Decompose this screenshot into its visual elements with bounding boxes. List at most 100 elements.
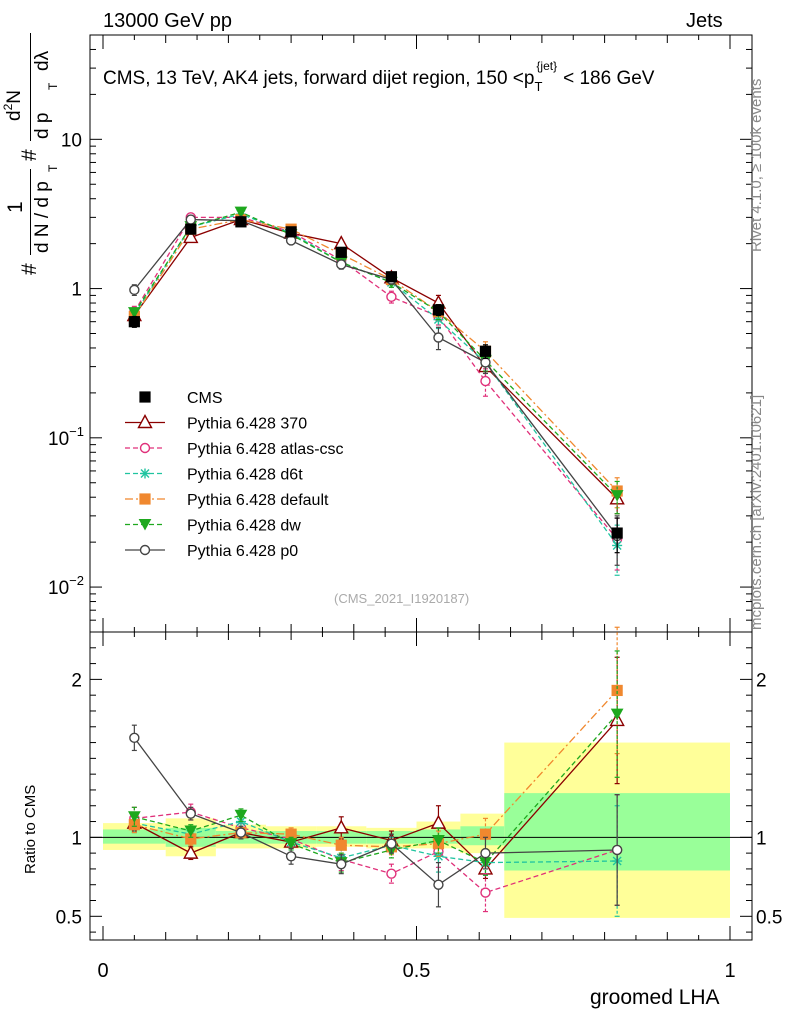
legend-label-d6t: Pythia 6.428 d6t	[187, 467, 303, 484]
ratio-y-tick-label-right: 1	[756, 828, 767, 849]
main-point-dw	[128, 307, 141, 319]
main-point-p0	[433, 332, 444, 343]
legend-entry-atlas: Pythia 6.428 atlas-csc	[125, 441, 344, 458]
plot-title-main: CMS, 13 TeV, AK4 jets, forward dijet reg…	[103, 68, 535, 89]
ylabel-d2n: d2N	[1, 90, 26, 121]
ratio-line-dw	[134, 713, 618, 864]
legend-marker-cms	[139, 391, 151, 403]
legend-label-default: Pythia 6.428 default	[187, 492, 329, 509]
ratio-y-tick-label-left: 2	[71, 670, 82, 691]
ylabel-frac-line	[30, 169, 31, 255]
watermark: (CMS_2021_I1920187)	[334, 591, 470, 606]
legend-label-p0: Pythia 6.428 p0	[187, 543, 298, 560]
main-point-dw	[610, 490, 624, 502]
main-point-cms	[432, 304, 445, 316]
ratio-y-tick-label-right: 2	[756, 670, 767, 691]
ylabel-hash: #	[18, 263, 41, 275]
ylabel-dpt: d p	[32, 112, 53, 139]
ratio-point-dw	[184, 825, 198, 838]
main-point-p0	[185, 214, 196, 225]
ratio-point-default	[611, 684, 623, 697]
ylabel-hash2: #	[18, 149, 41, 161]
ratio-point-dw	[610, 708, 624, 721]
ratio-point-default	[335, 839, 347, 851]
legend-marker-dw	[138, 519, 152, 531]
ratio-point-p0	[129, 732, 140, 744]
legend-entry-d6t: Pythia 6.428 d6t	[125, 467, 303, 484]
main-series-default	[128, 213, 623, 509]
ratio-point-p0	[480, 847, 491, 859]
plot-title: CMS, 13 TeV, AK4 jets, forward dijet reg…	[103, 59, 655, 94]
main-point-p0	[480, 357, 491, 368]
legend-label-cms: CMS	[187, 390, 223, 407]
ratio-series-p0	[129, 724, 623, 908]
legend-marker-atlas	[139, 442, 151, 454]
legend-marker-default	[139, 493, 151, 505]
ratio-point-dw	[128, 811, 141, 823]
plot-title-sup: {jet}	[536, 59, 558, 73]
legend-marker-p370	[137, 414, 153, 429]
ratio-point-p0	[235, 827, 247, 838]
header-left: 13000 GeV pp	[103, 10, 232, 32]
legend-entry-default: Pythia 6.428 default	[125, 492, 329, 509]
ratio-point-p0	[336, 858, 347, 870]
main-point-cms	[479, 345, 492, 357]
ratio-x-tick-label: 0	[97, 960, 108, 982]
ratio-point-p370	[333, 819, 349, 834]
ratio-y-tick-label-right: 0.5	[756, 907, 782, 928]
legend-entry-p370: Pythia 6.428 370	[125, 414, 307, 433]
main-point-cms	[185, 223, 197, 235]
main-point-p370	[183, 228, 199, 244]
ratio-point-p0	[611, 844, 623, 856]
main-y-tick-label: 10−1	[48, 424, 84, 450]
ratio-line-atlas	[134, 811, 618, 894]
ylabel-dn: d N / d p	[32, 181, 53, 253]
header-right: Jets	[686, 10, 723, 32]
legend-label-atlas: Pythia 6.428 atlas-csc	[187, 441, 344, 458]
plot-title-tail: < 186 GeV	[563, 68, 655, 89]
legend-marker-d6t	[140, 468, 150, 479]
legend-label-dw: Pythia 6.428 dw	[187, 518, 301, 535]
ratio-band-green	[103, 829, 166, 844]
side-label-rivet: Rivet 4.1.0, ≥ 100k events	[748, 78, 765, 252]
ylabel-sq: 2	[1, 103, 15, 111]
ylabel-dl: dλ	[32, 50, 53, 71]
y-axis-label: # 1 d N / d p T # d2N d p T dλ	[1, 5, 60, 275]
legend-marker-p0	[139, 544, 151, 556]
ratio-frame	[89, 631, 753, 941]
ratio-y-tick-label-left: 1	[71, 828, 82, 849]
plot-title-sub: T	[534, 79, 543, 94]
legend-entry-p0: Pythia 6.428 p0	[125, 543, 298, 560]
main-y-tick-label: 1	[71, 280, 82, 301]
main-point-dw	[234, 206, 248, 219]
x-axis-label: groomed LHA	[590, 986, 720, 1009]
ratio-point-p0	[285, 851, 297, 862]
main-point-p0	[129, 284, 140, 296]
ylabel-one: 1	[4, 201, 27, 213]
ratio-point-dw	[234, 809, 248, 822]
ratio-point-atlas	[386, 868, 397, 879]
ylabel-t: T	[46, 164, 60, 172]
main-point-cms	[611, 527, 623, 539]
legend-entry-dw: Pythia 6.428 dw	[125, 518, 301, 535]
main-line-atlas	[133, 216, 618, 540]
ratio-point-atlas	[480, 887, 491, 898]
ratio-point-dw	[284, 838, 298, 850]
ratio-x-tick-label: 0.5	[403, 960, 431, 982]
main-y-tick-label: 10−2	[48, 573, 84, 599]
ratio-y-label: Ratio to CMS	[22, 784, 39, 874]
ratio-point-p0	[185, 808, 196, 819]
ratio-point-p0	[433, 879, 444, 890]
main-point-cms	[385, 271, 398, 283]
main-point-atlas	[386, 291, 397, 303]
ratio-x-tick-label: 1	[724, 960, 735, 982]
main-series-cms	[128, 216, 623, 554]
main-point-atlas	[480, 375, 491, 387]
side-label-mcplots: mcplots.cern.ch [arXiv:2401.10621]	[748, 394, 765, 630]
legend-entry-cms: CMS	[139, 390, 223, 407]
ylabel-frac-line2	[30, 33, 31, 141]
main-point-cms	[235, 216, 247, 228]
ratio-point-p370	[183, 844, 199, 859]
ratio-point-p0	[386, 838, 397, 849]
